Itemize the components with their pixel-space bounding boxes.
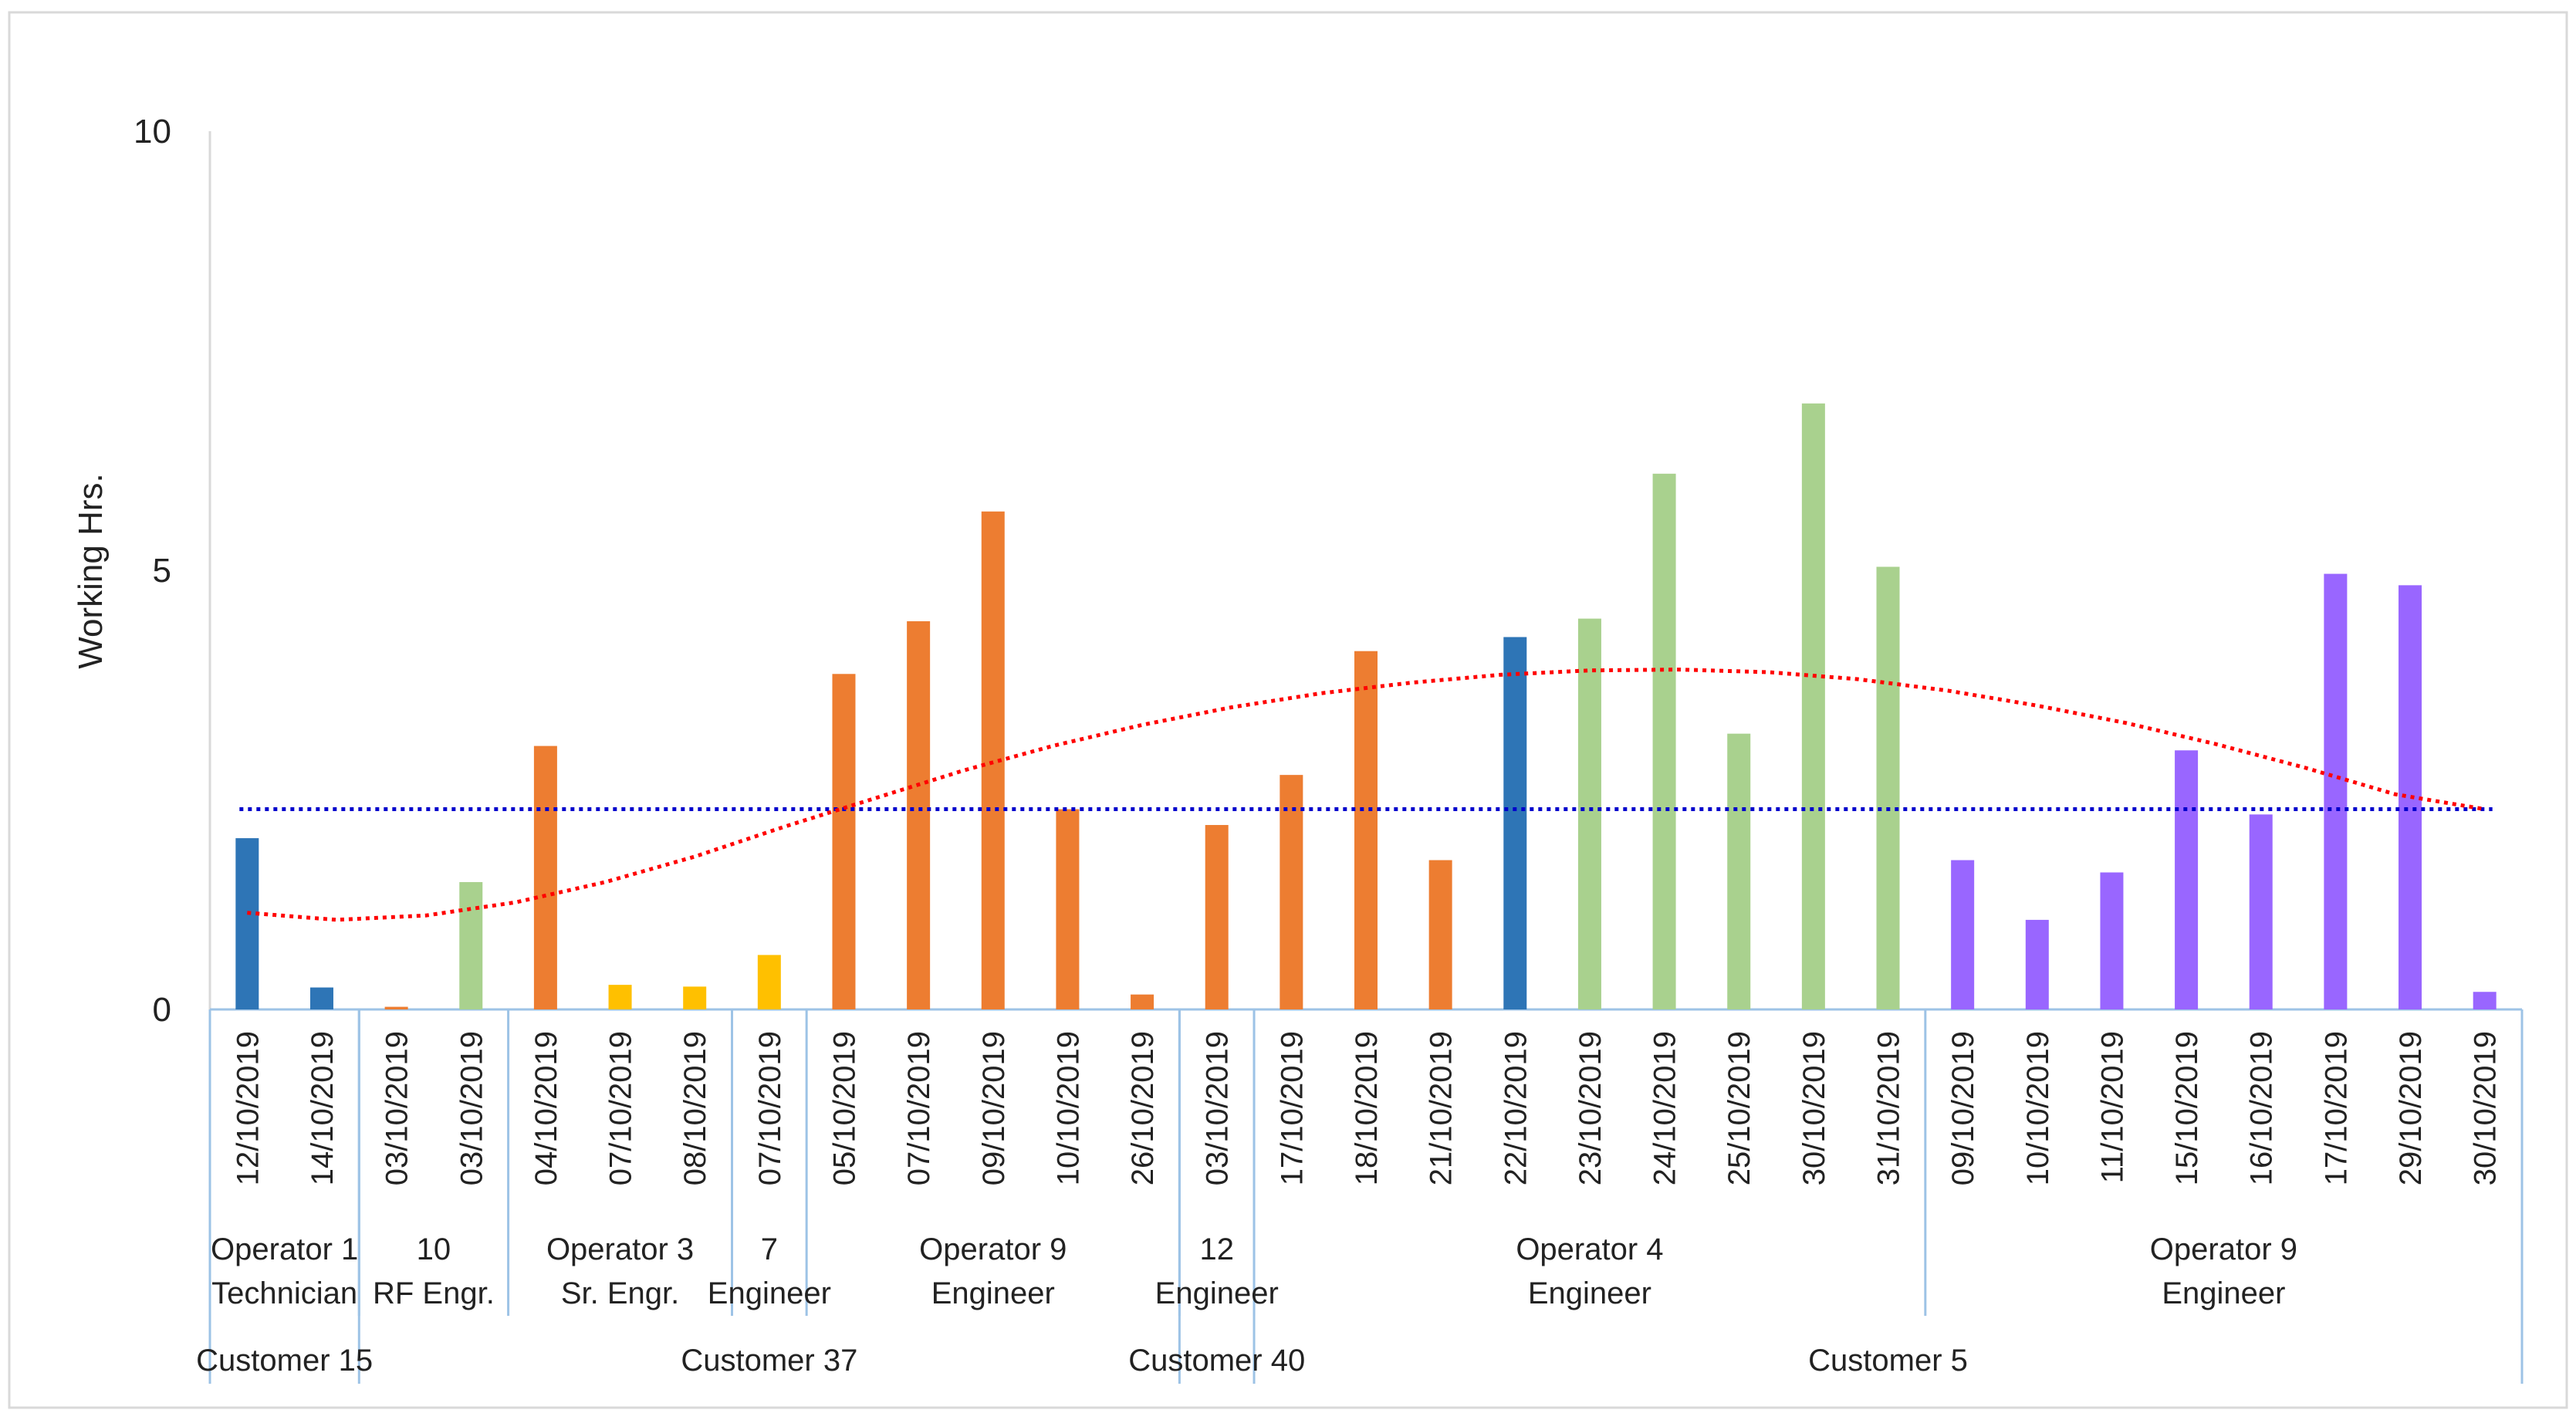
operator-role-label: Engineer [708, 1276, 831, 1310]
x-tick-label: 10/10/2019 [2021, 1031, 2055, 1185]
bar [1876, 566, 1900, 1009]
x-tick-label: 17/10/2019 [2319, 1031, 2353, 1185]
x-tick-label: 10/10/2019 [1051, 1031, 1085, 1185]
bar [1652, 473, 1676, 1009]
x-tick-label: 23/10/2019 [1574, 1031, 1607, 1185]
x-tick-label: 18/10/2019 [1350, 1031, 1384, 1185]
bar [1131, 994, 1154, 1009]
x-tick-label: 26/10/2019 [1126, 1031, 1160, 1185]
operator-role-label: RF Engr. [373, 1276, 495, 1310]
bar [1951, 860, 1975, 1009]
operator-group-label: Operator 3 [546, 1232, 694, 1266]
operator-group-label: 7 [761, 1232, 778, 1266]
operator-group-label: 10 [417, 1232, 451, 1266]
x-tick-label: 03/10/2019 [380, 1031, 414, 1185]
x-tick-label: 29/10/2019 [2394, 1031, 2428, 1185]
customer-group-label: Customer 5 [1808, 1344, 1968, 1378]
bar [2473, 992, 2497, 1009]
x-tick-label: 25/10/2019 [1722, 1031, 1756, 1185]
chart-frame [8, 11, 2568, 1409]
bar [309, 987, 333, 1009]
operator-role-label: Engineer [1528, 1276, 1651, 1310]
bar [1428, 860, 1452, 1009]
x-tick-label: 03/10/2019 [1201, 1031, 1235, 1185]
operator-group-label: Operator 9 [919, 1232, 1067, 1266]
customer-group-label: Customer 15 [196, 1344, 373, 1378]
bar [1280, 775, 1303, 1009]
bar [2025, 919, 2049, 1009]
operator-role-label: Sr. Engr. [561, 1276, 679, 1310]
x-tick-label: 17/10/2019 [1275, 1031, 1309, 1185]
bar [1727, 733, 1751, 1009]
x-tick-label: 05/10/2019 [827, 1031, 861, 1185]
bar [459, 881, 483, 1009]
operator-group-label: Operator 4 [1516, 1232, 1663, 1266]
x-tick-label: 14/10/2019 [306, 1031, 340, 1185]
operator-group-label: 12 [1199, 1232, 1234, 1266]
bar [832, 674, 856, 1009]
bar [1577, 618, 1601, 1009]
x-tick-label: 11/10/2019 [2095, 1031, 2129, 1183]
x-tick-label: 03/10/2019 [455, 1031, 488, 1185]
bar [235, 838, 259, 1009]
x-tick-label: 30/10/2019 [2469, 1031, 2503, 1185]
x-tick-label: 07/10/2019 [753, 1031, 787, 1185]
y-tick-label: 5 [153, 552, 171, 590]
bar [2324, 573, 2348, 1009]
x-tick-label: 07/10/2019 [604, 1031, 638, 1185]
operator-role-label: Technician [211, 1276, 357, 1310]
x-tick-label: 09/10/2019 [1946, 1031, 1980, 1185]
x-tick-label: 15/10/2019 [2170, 1031, 2204, 1185]
bar [2249, 814, 2273, 1009]
bar [384, 1006, 408, 1009]
bar [1056, 809, 1080, 1009]
bar [1205, 825, 1229, 1009]
x-tick-label: 24/10/2019 [1648, 1031, 1682, 1185]
bar [907, 621, 931, 1009]
x-tick-label: 09/10/2019 [977, 1031, 1011, 1185]
bar [1801, 403, 1825, 1009]
x-tick-label: 22/10/2019 [1499, 1031, 1533, 1185]
x-tick-label: 07/10/2019 [902, 1031, 936, 1185]
operator-role-label: Engineer [1155, 1276, 1279, 1310]
bar [1354, 651, 1378, 1009]
bar [2100, 872, 2124, 1009]
x-tick-label: 30/10/2019 [1797, 1031, 1831, 1185]
x-tick-label: 16/10/2019 [2245, 1031, 2279, 1185]
y-tick-label: 10 [134, 113, 171, 150]
bar [608, 985, 632, 1009]
bar [2175, 750, 2199, 1009]
bar [683, 986, 707, 1009]
y-axis-label: Working Hrs. [72, 473, 110, 668]
y-tick-label: 0 [153, 991, 171, 1029]
x-tick-label: 31/10/2019 [1872, 1031, 1906, 1185]
operator-group-label: Operator 1 [211, 1232, 358, 1266]
x-tick-label: 04/10/2019 [529, 1031, 563, 1185]
x-tick-label: 21/10/2019 [1425, 1031, 1459, 1185]
operator-role-label: Engineer [931, 1276, 1055, 1310]
x-tick-label: 12/10/2019 [231, 1031, 265, 1185]
operator-group-label: Operator 9 [2150, 1232, 2297, 1266]
bar [757, 955, 781, 1009]
bar [1503, 637, 1527, 1009]
customer-group-label: Customer 37 [681, 1344, 857, 1378]
x-tick-label: 08/10/2019 [678, 1031, 712, 1185]
customer-group-label: Customer 40 [1128, 1344, 1305, 1378]
trend-line [247, 668, 2486, 922]
bar [533, 746, 557, 1009]
operator-role-label: Engineer [2162, 1276, 2285, 1310]
